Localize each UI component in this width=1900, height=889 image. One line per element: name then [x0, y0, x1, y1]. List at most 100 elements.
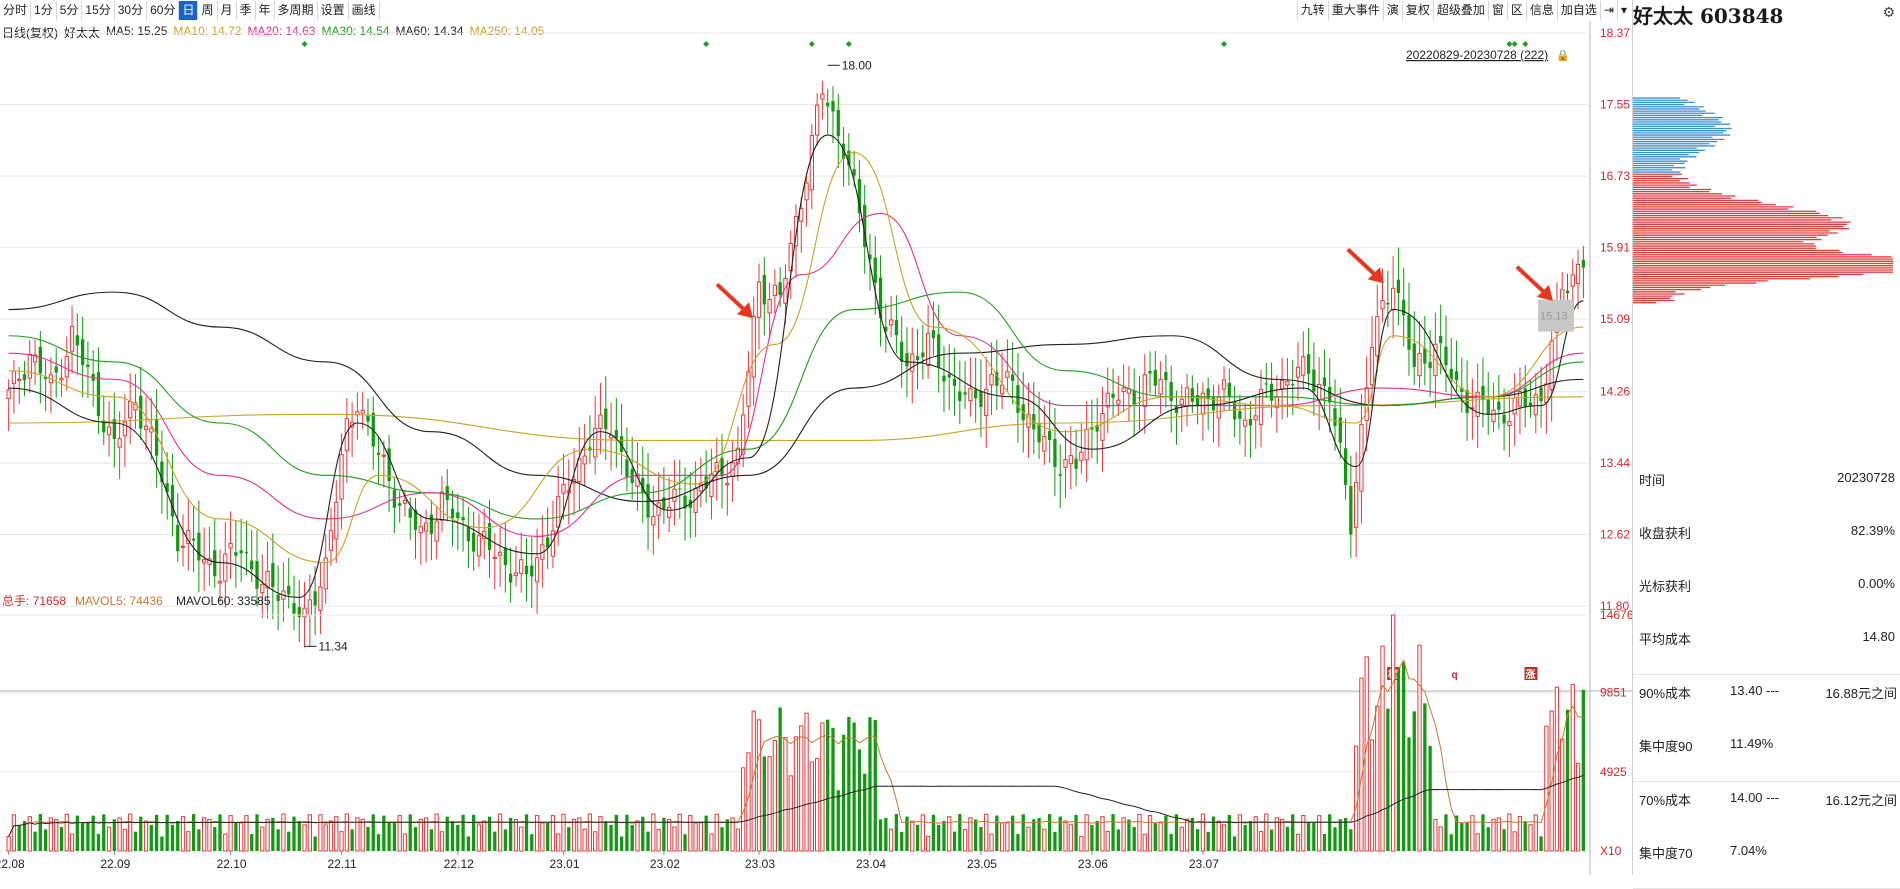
x-tick-label: 22.08 [0, 857, 25, 871]
period-tab[interactable]: 日 [179, 1, 199, 20]
period-tab[interactable]: 1分 [31, 1, 57, 20]
event-marker-label[interactable]: q [1452, 670, 1458, 681]
volume-bar [1184, 818, 1190, 852]
event-diamond[interactable] [703, 41, 710, 47]
candle-body [974, 389, 978, 399]
volume-bar [328, 820, 334, 852]
stat-value: 82.39% [1850, 523, 1895, 538]
toolbar-tool[interactable]: 窗 [1487, 1, 1507, 20]
candle-body [1264, 383, 1268, 385]
event-marker-box[interactable] [1524, 667, 1538, 680]
volume-bar [1523, 821, 1527, 851]
period-tab[interactable]: 周 [198, 1, 218, 20]
volume-bar [1190, 817, 1194, 851]
volume-bar [519, 826, 524, 852]
period-tab[interactable]: 多周期 [275, 1, 318, 20]
candle-body [921, 352, 925, 358]
period-tab[interactable]: 60分 [147, 1, 180, 20]
period-tab[interactable]: 季 [237, 1, 256, 20]
candle-body [873, 257, 877, 283]
candle-body [1058, 474, 1062, 476]
volume-bar [1481, 814, 1485, 851]
event-diamond[interactable] [1221, 41, 1228, 47]
volume-bar [366, 827, 370, 851]
volume-bar [202, 817, 207, 852]
volume-bar [355, 817, 360, 852]
cost-range: 16.12元之间 [1825, 793, 1897, 808]
dropdown-icon[interactable]: ▾ [1616, 1, 1630, 20]
kline-chart[interactable]: 18.37 17.55 16.73 15.91 15.09 14.26 13.44 12.62… [0, 21, 1632, 875]
event-diamond[interactable] [845, 41, 852, 47]
volume-bar [80, 822, 85, 851]
volume-bar [1216, 820, 1221, 852]
candle-body [102, 420, 106, 433]
settings-gear-icon[interactable]: ⚙ [1882, 4, 1895, 20]
cost-value: 14.00 --- [1730, 790, 1780, 805]
candle-body [1190, 388, 1194, 402]
volume-bar [1169, 833, 1173, 851]
event-marker-label[interactable]: 涨 [1526, 668, 1536, 681]
candle-body [868, 254, 872, 260]
volume-bar [1090, 825, 1094, 851]
event-diamond[interactable] [301, 41, 308, 47]
toolbar-tool[interactable]: 复权 [1401, 1, 1433, 20]
candle-body [1232, 401, 1237, 420]
candle-body [1380, 300, 1385, 310]
volume-bar [915, 824, 920, 851]
collapse-arrow-icon[interactable]: ⇥ [1599, 1, 1617, 20]
volume-bar [725, 819, 729, 851]
period-tab[interactable]: 15分 [82, 1, 115, 20]
volume-bar [1274, 817, 1280, 852]
candle-body [472, 532, 476, 552]
toolbar-tool[interactable]: 九转 [1296, 1, 1328, 20]
candle-body [1295, 366, 1301, 378]
toolbar-tool[interactable]: 演 [1382, 1, 1402, 20]
cost-label: 90%成本 [1639, 686, 1692, 701]
chip-distribution-panel: 好太太 603848 ⚙ 时间 20230728 收盘获利 82.39% 光标获利 0.0… [1632, 0, 1900, 889]
period-tab[interactable]: 画线 [349, 1, 380, 20]
toolbar-tool[interactable]: 信息 [1525, 1, 1557, 20]
volume-bar [546, 822, 550, 851]
volume-bar [397, 815, 402, 852]
price-tick-label: 18.37 [1600, 26, 1630, 40]
toolbar-tool[interactable]: 区 [1506, 1, 1526, 20]
volume-bar [741, 767, 746, 852]
candle-body [487, 523, 492, 550]
toolbar-tool[interactable]: 超级叠加 [1432, 1, 1488, 20]
period-tab[interactable]: 设置 [318, 1, 349, 20]
volume-bar [1005, 822, 1010, 852]
volume-bar [1200, 813, 1206, 852]
volume-bar [1502, 829, 1506, 851]
candle-body [234, 552, 238, 556]
event-diamond[interactable] [1511, 41, 1518, 47]
period-tab[interactable]: 30分 [115, 1, 148, 20]
candle-body [625, 459, 629, 478]
volume-bar [1512, 831, 1517, 852]
lock-icon[interactable]: 🔒 [1556, 49, 1570, 62]
toolbar-tool[interactable]: 加自选 [1556, 1, 1600, 20]
x-tick-label: 23.03 [745, 857, 775, 871]
candle-body [429, 514, 434, 534]
candle-body [1301, 356, 1306, 376]
candle-body [793, 216, 799, 247]
candle-body [461, 517, 465, 521]
volume-bar [48, 817, 54, 852]
candle-body [878, 277, 883, 319]
period-tab[interactable]: 分时 [0, 1, 32, 20]
toolbar-tool[interactable]: 重大事件 [1327, 1, 1383, 20]
period-tab[interactable]: 月 [218, 1, 237, 20]
volume-bar [635, 820, 640, 852]
candle-body [1174, 406, 1179, 413]
volume-bar [1386, 708, 1390, 851]
candle-body [1454, 371, 1459, 381]
candle-body [260, 584, 265, 594]
price-tag-box [1538, 299, 1574, 332]
period-tab[interactable]: 5分 [57, 1, 83, 20]
period-tab[interactable]: 年 [256, 1, 275, 20]
event-diamond[interactable] [808, 41, 815, 47]
volume-bar [472, 814, 476, 851]
event-diamond[interactable] [1506, 41, 1513, 47]
event-diamond[interactable] [1522, 41, 1529, 47]
candle-body [239, 550, 243, 554]
candle-body [1068, 455, 1073, 465]
